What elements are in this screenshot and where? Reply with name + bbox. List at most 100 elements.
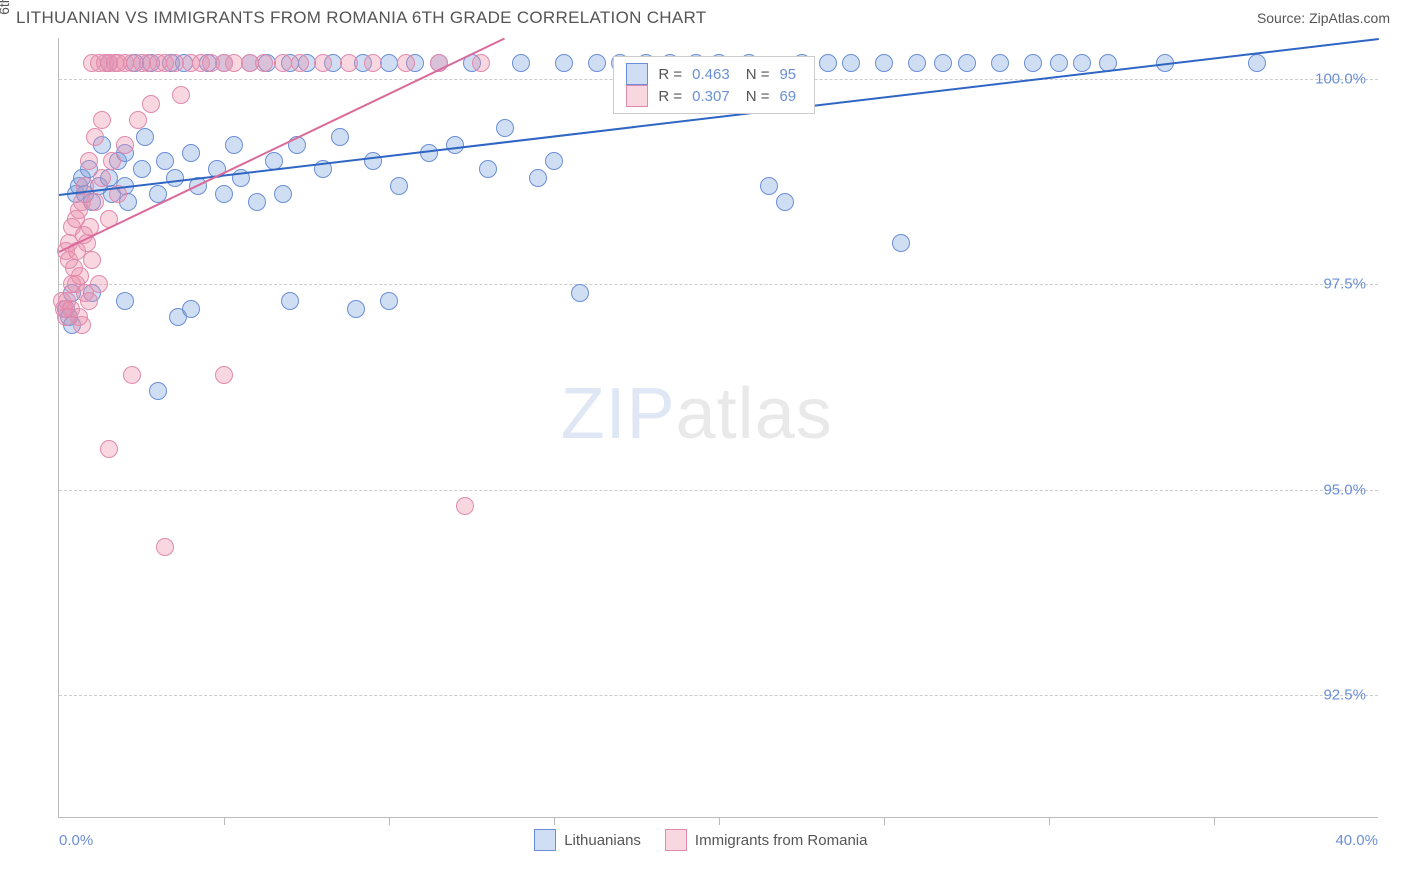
data-point	[340, 54, 358, 72]
data-point	[380, 54, 398, 72]
x-tick-label: 0.0%	[59, 832, 93, 849]
data-point	[364, 152, 382, 170]
data-point	[86, 128, 104, 146]
x-tick	[554, 817, 555, 825]
data-point	[314, 54, 332, 72]
data-point	[380, 292, 398, 310]
data-point	[225, 54, 243, 72]
data-point	[397, 54, 415, 72]
data-point	[555, 54, 573, 72]
y-tick-label: 100.0%	[1315, 71, 1366, 88]
data-point	[1073, 54, 1091, 72]
data-point	[529, 169, 547, 187]
data-point	[248, 193, 266, 211]
data-point	[215, 366, 233, 384]
data-point	[73, 316, 91, 334]
legend-item: Lithuanians	[534, 829, 641, 851]
x-tick	[389, 817, 390, 825]
legend-swatch	[534, 829, 556, 851]
data-point	[331, 128, 349, 146]
x-tick	[224, 817, 225, 825]
data-point	[291, 54, 309, 72]
y-tick-label: 92.5%	[1323, 686, 1366, 703]
stats-legend: R = 0.463 N = 95 R = 0.307 N = 69	[613, 56, 815, 114]
data-point	[83, 251, 101, 269]
x-tick-label: 40.0%	[1335, 832, 1378, 849]
data-point	[133, 160, 151, 178]
data-point	[149, 382, 167, 400]
x-tick	[884, 817, 885, 825]
source-label: Source:	[1257, 10, 1305, 26]
r-label: R =	[658, 66, 682, 83]
stats-row: R = 0.307 N = 69	[626, 85, 802, 107]
data-point	[274, 54, 292, 72]
data-point	[123, 366, 141, 384]
data-point	[819, 54, 837, 72]
legend-label: Lithuanians	[564, 832, 641, 849]
data-point	[93, 111, 111, 129]
legend-item: Immigrants from Romania	[665, 829, 868, 851]
data-point	[571, 284, 589, 302]
data-point	[958, 54, 976, 72]
data-point	[496, 119, 514, 137]
data-point	[875, 54, 893, 72]
data-point	[103, 152, 121, 170]
legend-label: Immigrants from Romania	[695, 832, 868, 849]
series-legend: Lithuanians Immigrants from Romania	[534, 829, 867, 851]
data-point	[934, 54, 952, 72]
data-point	[116, 136, 134, 154]
data-point	[456, 497, 474, 515]
data-point	[760, 177, 778, 195]
data-point	[172, 86, 190, 104]
data-point	[93, 169, 111, 187]
data-point	[1050, 54, 1068, 72]
n-value: 69	[779, 88, 796, 105]
n-value: 95	[779, 66, 796, 83]
data-point	[274, 185, 292, 203]
data-point	[142, 95, 160, 113]
r-value: 0.307	[692, 88, 730, 105]
data-point	[991, 54, 1009, 72]
n-label: N =	[746, 66, 770, 83]
data-point	[129, 111, 147, 129]
data-point	[545, 152, 563, 170]
data-point	[116, 292, 134, 310]
data-point	[156, 152, 174, 170]
y-axis-label: 6th Grade	[0, 0, 12, 15]
data-point	[390, 177, 408, 195]
data-point	[512, 54, 530, 72]
r-value: 0.463	[692, 66, 730, 83]
x-tick	[1049, 817, 1050, 825]
data-point	[347, 300, 365, 318]
series-swatch	[626, 85, 648, 107]
data-point	[776, 193, 794, 211]
data-point	[156, 538, 174, 556]
data-point	[100, 440, 118, 458]
legend-swatch	[665, 829, 687, 851]
data-point	[86, 193, 104, 211]
data-point	[166, 54, 184, 72]
data-point	[1024, 54, 1042, 72]
data-point	[1248, 54, 1266, 72]
data-point	[225, 136, 243, 154]
chart-title: LITHUANIAN VS IMMIGRANTS FROM ROMANIA 6T…	[16, 8, 706, 28]
stats-row: R = 0.463 N = 95	[626, 63, 802, 85]
data-point	[71, 267, 89, 285]
data-point	[166, 169, 184, 187]
data-point	[281, 292, 299, 310]
watermark: ZIPatlas	[561, 373, 833, 455]
data-point	[182, 300, 200, 318]
data-point	[136, 128, 154, 146]
n-label: N =	[746, 88, 770, 105]
x-tick	[719, 817, 720, 825]
source-attribution: Source: ZipAtlas.com	[1257, 10, 1390, 26]
data-point	[588, 54, 606, 72]
data-point	[80, 292, 98, 310]
grid-line	[59, 284, 1378, 285]
y-tick-label: 95.0%	[1323, 481, 1366, 498]
data-point	[446, 136, 464, 154]
r-label: R =	[658, 88, 682, 105]
data-point	[892, 234, 910, 252]
data-point	[255, 54, 273, 72]
source-name: ZipAtlas.com	[1309, 10, 1390, 26]
